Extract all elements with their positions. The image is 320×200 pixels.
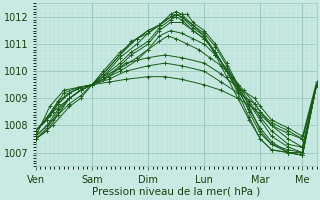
X-axis label: Pression niveau de la mer( hPa ): Pression niveau de la mer( hPa ) (92, 187, 260, 197)
